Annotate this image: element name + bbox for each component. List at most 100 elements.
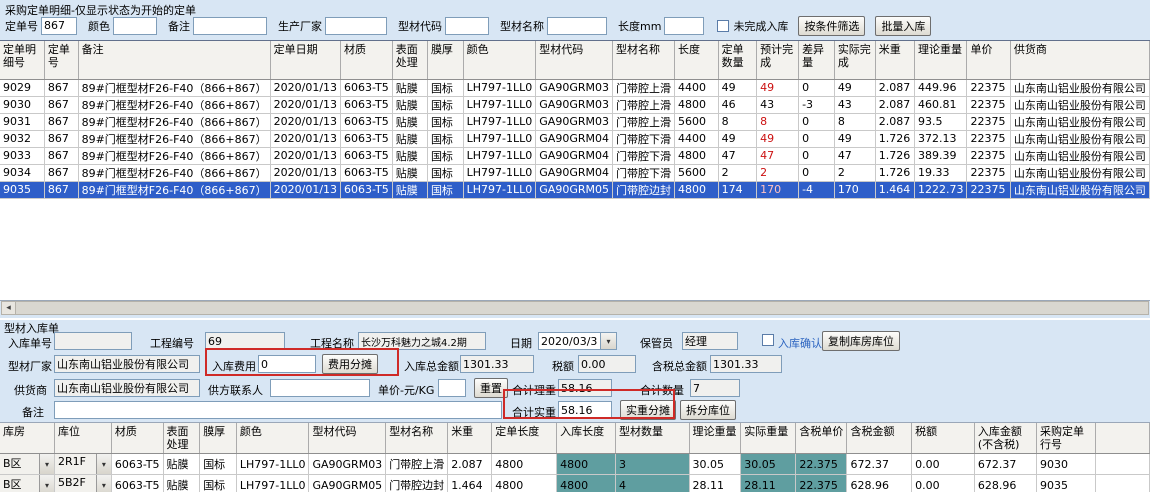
table-row[interactable]: 9033 867 89#门框型材F26-F40（866+867） 2020/01/13… — [0, 147, 1150, 165]
profile-code-filter-input[interactable] — [445, 16, 489, 35]
grid-cell[interactable]: 山东南山铝业股份有限公司 — [1010, 181, 1150, 199]
inbound-total-input[interactable] — [460, 355, 534, 373]
grid-cell[interactable]: 867 — [44, 181, 79, 199]
grid-cell[interactable]: 3 — [615, 453, 690, 476]
grid-cell[interactable]: LH797-1LL0 — [463, 164, 537, 182]
grid-cell[interactable]: 22.375 — [795, 474, 848, 492]
scroll-left-icon[interactable]: ◂ — [1, 301, 16, 315]
fee-input[interactable] — [258, 355, 316, 373]
grid-cell[interactable]: 47 — [834, 147, 876, 165]
grid-cell[interactable]: 49 — [718, 130, 758, 148]
unfinished-checkbox[interactable] — [717, 19, 730, 32]
grid-cell[interactable]: 0 — [798, 79, 835, 97]
grid-cell[interactable]: 19.33 — [914, 164, 968, 182]
grid-cell[interactable]: 国标 — [427, 130, 464, 148]
profile-name-filter-input[interactable] — [547, 16, 607, 35]
manufacturer-filter-input[interactable] — [325, 16, 387, 35]
grid-cell[interactable]: 4 — [615, 474, 690, 492]
grid-cell[interactable]: 门带腔上滑 — [612, 96, 675, 114]
grid-cell[interactable]: 1.726 — [875, 147, 915, 165]
grid-cell[interactable]: 89#门框型材F26-F40（866+867） — [78, 147, 271, 165]
grid-cell[interactable]: 山东南山铝业股份有限公司 — [1010, 113, 1150, 131]
date-dropdown-icon[interactable]: ▾ — [600, 332, 617, 350]
grid-cell[interactable]: 22375 — [966, 181, 1011, 199]
grid-cell[interactable]: 2020/01/13 — [270, 130, 342, 148]
grid-cell[interactable]: 贴膜 — [163, 474, 201, 492]
grid-cell[interactable]: 449.96 — [914, 79, 968, 97]
grid-cell[interactable]: 2.087 — [447, 453, 493, 476]
grid-cell[interactable]: 9035 — [0, 181, 45, 199]
grid-cell[interactable]: 5600 — [674, 164, 719, 182]
grid-cell[interactable]: 门带腔边封 — [612, 181, 675, 199]
grid-cell[interactable]: GA90GRM04 — [535, 147, 613, 165]
grid-cell[interactable]: 1.726 — [875, 130, 915, 148]
table-row[interactable]: 9035 867 89#门框型材F26-F40（866+867） 2020/01/13… — [0, 181, 1150, 199]
grid-cell[interactable]: 6063-T5 — [340, 147, 393, 165]
grid-cell[interactable]: 89#门框型材F26-F40（866+867） — [78, 164, 271, 182]
grid-cell[interactable]: LH797-1LL0 — [236, 474, 310, 492]
combo-cell[interactable]: 2R1F ▾ — [54, 453, 112, 476]
grid-cell[interactable]: LH797-1LL0 — [463, 96, 537, 114]
grid-cell[interactable]: 8 — [756, 113, 800, 131]
grid-cell[interactable]: -3 — [798, 96, 835, 114]
grid-cell[interactable]: 国标 — [427, 79, 464, 97]
grid-cell[interactable]: 贴膜 — [392, 181, 428, 199]
combo-dropdown-icon[interactable]: ▾ — [95, 454, 111, 474]
grid-cell[interactable]: 5600 — [674, 113, 719, 131]
grid-cell[interactable]: 门带腔下滑 — [612, 147, 675, 165]
grid-cell[interactable]: 49 — [756, 130, 800, 148]
grid-cell[interactable]: 867 — [44, 79, 79, 97]
scrollbar-thumb[interactable] — [16, 301, 1149, 315]
grid-cell[interactable]: 2.087 — [875, 96, 915, 114]
table-row[interactable]: B区 ▾ 5B2F ▾ 6063-T5 贴膜 国标 LH797-1LL0 GA90GRM05 门带… — [0, 474, 1150, 492]
grid-cell[interactable]: 9031 — [0, 113, 45, 131]
contact-input[interactable] — [270, 379, 370, 397]
grid-cell[interactable]: 9030 — [1036, 453, 1096, 476]
grid-cell[interactable]: LH797-1LL0 — [236, 453, 310, 476]
grid-cell[interactable]: 贴膜 — [392, 147, 428, 165]
reset-button[interactable]: 重置 — [474, 378, 508, 398]
inbound-confirm-checkbox[interactable] — [762, 334, 774, 346]
order-no-input[interactable] — [41, 16, 77, 35]
grid-cell[interactable]: 49 — [718, 79, 758, 97]
grid-cell[interactable]: 4800 — [491, 453, 558, 476]
grid-cell[interactable]: 2020/01/13 — [270, 147, 342, 165]
split-warehouse-button[interactable]: 拆分库位 — [680, 400, 736, 420]
grid-cell[interactable]: 9029 — [0, 79, 45, 97]
grid-cell[interactable]: 460.81 — [914, 96, 968, 114]
grid-cell[interactable]: 4800 — [674, 96, 719, 114]
table-row[interactable]: 9032 867 89#门框型材F26-F40（866+867） 2020/01/13… — [0, 130, 1150, 148]
grid-cell[interactable]: 47 — [756, 147, 800, 165]
table-row[interactable]: 9034 867 89#门框型材F26-F40（866+867） 2020/01/13… — [0, 164, 1150, 182]
grid-cell[interactable]: 0.00 — [911, 453, 975, 476]
grid-cell[interactable]: 2.087 — [875, 79, 915, 97]
grid-cell[interactable]: 贴膜 — [392, 130, 428, 148]
grid-cell[interactable]: 4800 — [674, 147, 719, 165]
grid-cell[interactable]: 8 — [718, 113, 758, 131]
grid-cell[interactable]: 贴膜 — [163, 453, 201, 476]
grid-cell[interactable]: 4800 — [556, 453, 617, 476]
table-row[interactable]: B区 ▾ 2R1F ▾ 6063-T5 贴膜 国标 LH797-1LL0 GA90GRM03 门带… — [0, 453, 1150, 476]
grid-cell[interactable]: LH797-1LL0 — [463, 147, 537, 165]
actual-weight-input[interactable] — [558, 401, 612, 419]
grid-cell[interactable]: 国标 — [427, 96, 464, 114]
grid-cell[interactable]: 8 — [834, 113, 876, 131]
grid-cell[interactable]: LH797-1LL0 — [463, 113, 537, 131]
combo-cell[interactable]: 5B2F ▾ — [54, 474, 112, 492]
total-qty-input[interactable] — [690, 379, 740, 397]
grid-cell[interactable]: 6063-T5 — [111, 474, 164, 492]
grid-cell[interactable]: 28.11 — [689, 474, 742, 492]
grid-cell[interactable]: 30.05 — [689, 453, 742, 476]
grid-cell[interactable]: 867 — [44, 130, 79, 148]
grid-cell[interactable]: 门带腔边封 — [385, 474, 449, 492]
grid-cell[interactable]: GA90GRM03 — [535, 96, 613, 114]
table-row[interactable]: 9031 867 89#门框型材F26-F40（866+867） 2020/01/13… — [0, 113, 1150, 131]
grid-cell[interactable]: 93.5 — [914, 113, 968, 131]
grid-cell[interactable]: 0 — [798, 147, 835, 165]
grid-cell[interactable]: -4 — [798, 181, 835, 199]
grid-cell[interactable]: 672.37 — [974, 453, 1037, 476]
grid-cell[interactable]: 867 — [44, 96, 79, 114]
grid-cell[interactable]: 门带腔上滑 — [612, 113, 675, 131]
grid-cell[interactable]: 贴膜 — [392, 96, 428, 114]
grid-cell[interactable]: 89#门框型材F26-F40（866+867） — [78, 96, 271, 114]
